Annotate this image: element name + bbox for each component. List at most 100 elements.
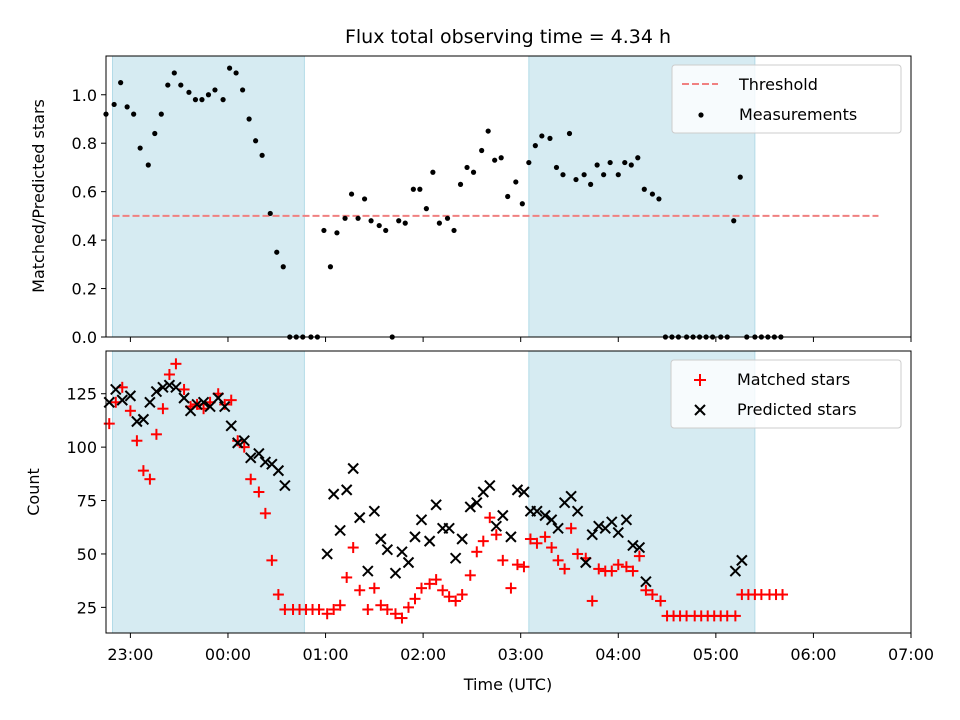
matched-star-point <box>524 533 536 545</box>
legend-measurements-swatch <box>698 112 704 118</box>
matched-star-point <box>456 589 468 601</box>
predicted-star-point <box>110 383 122 396</box>
bottom-y-tick-label: 75 <box>77 492 97 511</box>
predicted-star-point <box>381 543 394 556</box>
predicted-star-point <box>586 529 598 541</box>
measurement-point <box>588 181 594 187</box>
top-plot-frame <box>105 55 912 338</box>
matched-star-point <box>354 584 366 596</box>
predicted-star-point <box>204 400 216 413</box>
measurement-point <box>383 227 389 234</box>
measurement-point <box>737 174 743 180</box>
measurement-point <box>361 196 368 202</box>
matched-star-point <box>477 535 489 547</box>
predicted-star-point <box>163 379 176 391</box>
predicted-star-point <box>389 567 402 579</box>
measurement-point <box>573 176 579 183</box>
predicted-star-point <box>375 533 387 545</box>
top-legend: Threshold Measurements <box>671 64 902 134</box>
predicted-star-point <box>259 456 272 468</box>
predicted-star-point <box>272 464 285 477</box>
predicted-star-point <box>327 488 340 500</box>
predicted-star-point <box>396 546 408 558</box>
legend-predicted-label: Predicted stars <box>737 400 857 419</box>
predicted-star-point <box>729 565 742 577</box>
predicted-star-point <box>225 420 237 432</box>
matched-star-point <box>396 612 408 624</box>
matched-star-point <box>124 405 136 417</box>
top-y-tick-label: 0.0 <box>72 328 97 347</box>
bottom-x-tick-label: 05:00 <box>693 645 739 664</box>
measurement-point <box>368 218 374 224</box>
measurement-point <box>348 191 355 197</box>
matched-star-point <box>430 574 442 586</box>
matched-star-point <box>646 589 658 601</box>
predicted-star-point <box>144 396 156 408</box>
predicted-star-point <box>736 554 748 567</box>
bottom-x-tick-label: 00:00 <box>205 645 251 664</box>
measurement-point <box>220 97 226 103</box>
matched-star-point <box>443 591 455 603</box>
predicted-star-point <box>353 511 366 524</box>
measurement-point <box>553 164 560 171</box>
legend-predicted-swatch <box>694 404 706 416</box>
measurement-point <box>327 264 334 270</box>
matched-star-point <box>253 486 265 498</box>
bottom-y-tick-label: 25 <box>77 598 97 617</box>
predicted-star-point <box>606 516 618 528</box>
predicted-star-point <box>620 514 633 526</box>
measurement-point <box>601 172 607 178</box>
measurement-point <box>560 172 566 178</box>
predicted-star-point <box>423 535 436 547</box>
matched-star-point <box>655 595 667 607</box>
measurement-point <box>594 162 600 168</box>
predicted-star-point <box>505 531 517 543</box>
matched-star-point <box>328 604 340 615</box>
bottom-x-tick-label: 01:00 <box>302 645 348 664</box>
matched-star-point <box>437 584 449 596</box>
matched-star-point <box>593 563 605 575</box>
predicted-star-point <box>368 505 381 517</box>
predicted-star-point <box>212 392 224 404</box>
bottom-legend-box <box>670 359 902 429</box>
measurement-point <box>498 155 504 161</box>
matched-star-point <box>620 561 632 573</box>
predicted-star-point <box>131 415 143 428</box>
measurement-point <box>649 191 656 197</box>
predicted-star-point <box>197 396 210 408</box>
predicted-star-point <box>612 526 624 539</box>
bottom-y-tick-label: 125 <box>66 385 97 404</box>
measurement-point <box>205 92 212 98</box>
legend-matched-swatch <box>694 374 706 386</box>
measurement-point <box>615 172 621 178</box>
bottom-panel: 25 50 75 100 125 23:00 00:00 01:00 02:00 03:00 04:… <box>24 350 934 694</box>
predicted-star-point <box>402 556 415 569</box>
matched-star-point <box>347 542 359 554</box>
measurement-point <box>171 70 177 76</box>
predicted-star-point <box>347 462 359 475</box>
matched-star-point <box>552 554 564 566</box>
predicted-star-point <box>545 514 558 526</box>
bottom-x-tick-label: 02:00 <box>400 645 446 664</box>
matched-star-point <box>272 589 284 601</box>
matched-star-point <box>471 546 483 558</box>
x-axis-label: Time (UTC) <box>463 675 552 694</box>
measurement-point <box>417 186 423 192</box>
matched-star-point <box>633 550 645 562</box>
predicted-star-point <box>511 484 524 496</box>
matched-star-point <box>606 565 618 577</box>
measurement-point <box>246 116 252 122</box>
predicted-star-point <box>116 394 128 406</box>
top-axis-ticks: 0.0 0.2 0.4 0.6 0.8 1.0 <box>72 86 912 347</box>
measurement-point <box>259 152 265 158</box>
legend-matched-label: Matched stars <box>737 370 850 389</box>
matched-star-point <box>219 398 231 410</box>
measurement-point <box>436 220 442 226</box>
predicted-star-point <box>191 398 203 411</box>
observing-interval <box>112 350 305 634</box>
bottom-x-tick-label: 06:00 <box>790 645 836 664</box>
predicted-star-point <box>238 435 250 447</box>
measurement-point <box>656 196 662 202</box>
measurement-point <box>566 130 573 137</box>
